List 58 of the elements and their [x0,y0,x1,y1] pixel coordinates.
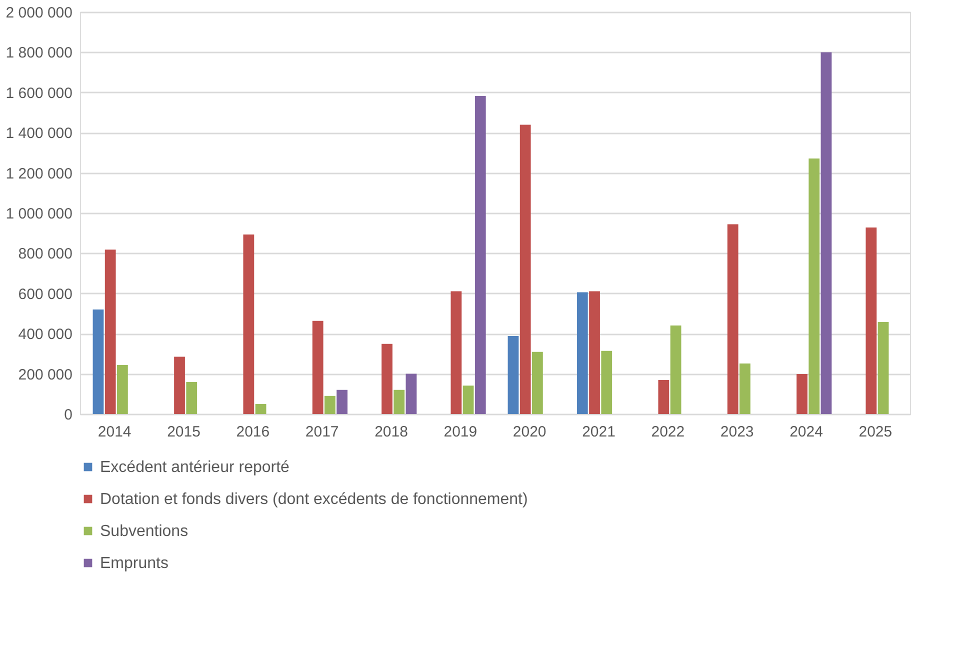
bar [727,224,738,414]
bar [866,227,877,414]
legend-label: Excédent antérieur reporté [100,459,290,476]
bar [174,356,185,414]
x-tick-label: 2022 [651,424,685,440]
x-tick-label: 2021 [582,424,616,440]
x-tick-label: 2024 [790,424,823,440]
x-tick-label: 2018 [374,424,408,440]
bar [243,234,254,414]
bar [740,364,750,414]
bar [658,380,670,414]
bar [324,396,336,414]
bar [520,124,531,414]
bar [820,52,832,414]
bar [406,374,417,414]
y-tick-label: 200 000 [18,366,72,384]
y-tick-label: 800 000 [18,246,72,263]
y-tick-label: 400 000 [18,326,72,344]
legend-label: Subventions [100,523,188,540]
bar [462,386,474,414]
bar [394,390,405,414]
bar [878,322,889,414]
bar [312,320,324,414]
bar [336,390,348,414]
bar [117,364,128,414]
y-tick-label: 2 000 000 [6,4,72,22]
bar [104,250,116,414]
bar [508,336,519,414]
bar [808,158,820,414]
y-tick-label: 1 800 000 [6,44,72,62]
y-tick-label: 1 200 000 [6,165,72,182]
x-tick-label: 2015 [167,424,200,440]
y-tick-label: 0 [64,406,72,424]
x-tick-label: 2019 [444,424,478,440]
x-tick-label: 2014 [98,424,132,440]
bar [601,350,612,414]
bar [670,326,682,414]
bar [532,352,543,414]
bar [796,374,808,414]
bar [255,404,266,414]
legend-label: Emprunts [100,555,168,572]
x-tick-label: 2023 [720,424,754,440]
x-tick-label: 2017 [305,424,339,440]
bar [576,292,588,414]
x-tick-label: 2016 [236,424,270,440]
bar [474,96,486,414]
bar [382,344,392,414]
bar [450,291,462,414]
bar [92,309,104,414]
y-tick-label: 600 000 [18,286,72,303]
legend-label: Dotation et fonds divers (dont excédents de fonctionnement) [100,491,528,508]
x-tick-label: 2020 [512,424,546,440]
x-tick-label: 2025 [858,424,892,440]
bar [589,291,600,414]
bar [186,382,198,414]
y-tick-label: 1 000 000 [6,206,72,222]
y-tick-label: 1 600 000 [6,84,72,102]
y-tick-label: 1 400 000 [6,125,72,142]
